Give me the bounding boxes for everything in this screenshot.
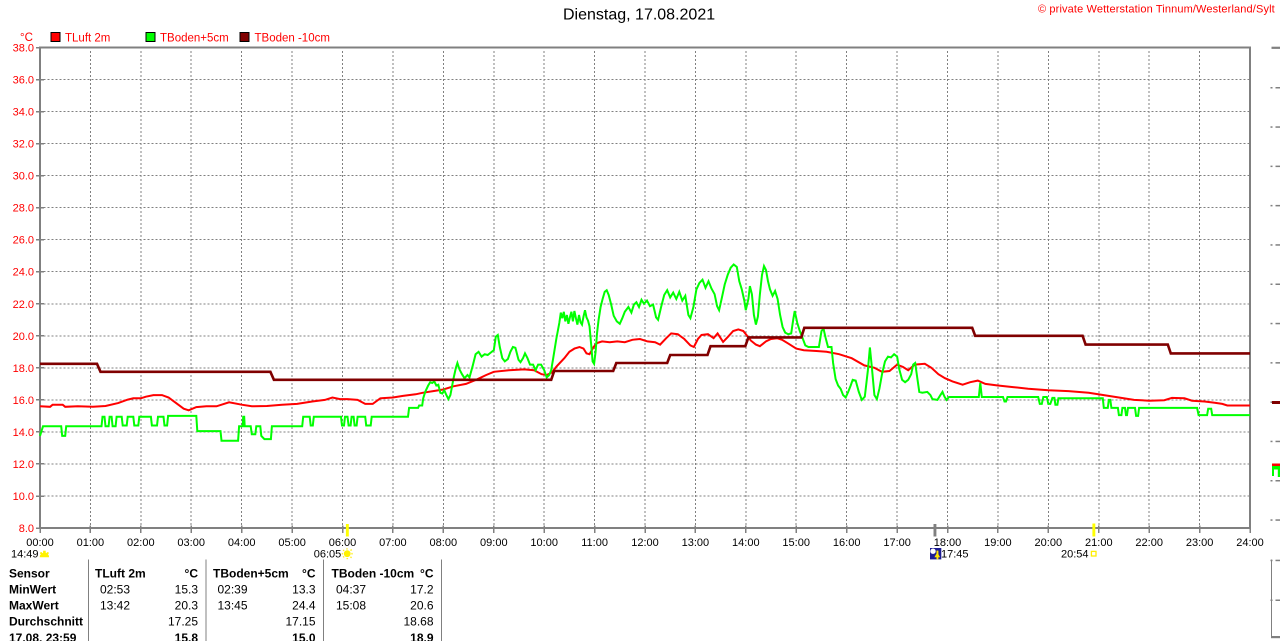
svg-text:20.6: 20.6 — [410, 599, 434, 613]
svg-text:24:00: 24:00 — [1236, 537, 1264, 549]
svg-text:26.0: 26.0 — [13, 235, 34, 247]
svg-text:08:00: 08:00 — [430, 537, 458, 549]
svg-text:22:00: 22:00 — [1135, 537, 1163, 549]
svg-text:02:53: 02:53 — [100, 583, 130, 597]
svg-text:Durchschnitt: Durchschnitt — [9, 615, 83, 629]
svg-text:14:00: 14:00 — [732, 537, 760, 549]
svg-text:36.0: 36.0 — [13, 75, 34, 87]
svg-text:TBoden+5cm: TBoden+5cm — [160, 33, 229, 45]
svg-text:TBoden -10cm: TBoden -10cm — [332, 567, 415, 581]
svg-text:32.0: 32.0 — [13, 139, 34, 151]
svg-text:22.0: 22.0 — [13, 299, 34, 311]
svg-text:17:45: 17:45 — [941, 548, 969, 560]
svg-text:18.68: 18.68 — [403, 615, 433, 629]
svg-text:17.2: 17.2 — [410, 583, 434, 597]
svg-text:06:00: 06:00 — [329, 537, 357, 549]
svg-text:MinWert: MinWert — [9, 583, 56, 597]
svg-text:14.0: 14.0 — [13, 427, 34, 439]
svg-text:02:39: 02:39 — [218, 583, 248, 597]
svg-text:00:00: 00:00 — [26, 537, 54, 549]
svg-text:28.0: 28.0 — [13, 203, 34, 215]
svg-text:30.0: 30.0 — [13, 171, 34, 183]
svg-text:TBoden+5cm: TBoden+5cm — [213, 567, 289, 581]
svg-text:18.0: 18.0 — [13, 363, 34, 375]
svg-text:34.0: 34.0 — [13, 107, 34, 119]
svg-text:TBoden -10cm: TBoden -10cm — [255, 33, 330, 45]
svg-text:°C: °C — [20, 32, 33, 44]
svg-text:12.0: 12.0 — [13, 459, 34, 471]
svg-text:15.8: 15.8 — [175, 631, 199, 641]
svg-text:09:00: 09:00 — [480, 537, 508, 549]
svg-text:10.0: 10.0 — [13, 491, 34, 503]
svg-text:20:54: 20:54 — [1061, 548, 1089, 560]
svg-text:16:00: 16:00 — [833, 537, 861, 549]
svg-text:23:00: 23:00 — [1186, 537, 1214, 549]
svg-text:© private Wetterstation Tinnum: © private Wetterstation Tinnum/Westerlan… — [1038, 4, 1275, 16]
svg-text:20:00: 20:00 — [1035, 537, 1063, 549]
svg-text:°C: °C — [185, 567, 199, 581]
svg-text:15:08: 15:08 — [336, 599, 366, 613]
svg-text:10:00: 10:00 — [530, 537, 558, 549]
svg-text:24.4: 24.4 — [292, 599, 316, 613]
svg-text:18:00: 18:00 — [934, 537, 962, 549]
svg-text:Sensor: Sensor — [9, 567, 50, 581]
svg-text:15.3: 15.3 — [175, 583, 199, 597]
svg-text:°C: °C — [302, 567, 316, 581]
svg-text:17:00: 17:00 — [883, 537, 911, 549]
svg-text:17.25: 17.25 — [168, 615, 198, 629]
svg-text:12:00: 12:00 — [631, 537, 659, 549]
svg-text:13:45: 13:45 — [218, 599, 248, 613]
svg-text:13:42: 13:42 — [100, 599, 130, 613]
svg-text:Dienstag, 17.08.2021: Dienstag, 17.08.2021 — [563, 7, 715, 24]
svg-text:15.0: 15.0 — [292, 631, 316, 641]
svg-text:04:00: 04:00 — [228, 537, 256, 549]
svg-text:18.9: 18.9 — [410, 631, 434, 641]
svg-text:TLuft 2m: TLuft 2m — [65, 33, 110, 45]
svg-text:07:00: 07:00 — [379, 537, 407, 549]
svg-text:MaxWert: MaxWert — [9, 599, 59, 613]
svg-text:20.3: 20.3 — [175, 599, 199, 613]
svg-text:38.0: 38.0 — [13, 43, 34, 55]
svg-text:02:00: 02:00 — [127, 537, 155, 549]
svg-text:17.08, 23:59: 17.08, 23:59 — [9, 631, 77, 641]
svg-text:14:49: 14:49 — [11, 548, 39, 560]
svg-text:TLuft 2m: TLuft 2m — [95, 567, 146, 581]
svg-text:04:37: 04:37 — [336, 583, 366, 597]
svg-text:11:00: 11:00 — [581, 537, 608, 549]
svg-text:03:00: 03:00 — [177, 537, 205, 549]
svg-text:06:05: 06:05 — [314, 549, 342, 561]
svg-text:8.0: 8.0 — [19, 523, 34, 535]
svg-text:24.0: 24.0 — [13, 267, 34, 279]
svg-text:13.3: 13.3 — [292, 583, 316, 597]
svg-text:17.15: 17.15 — [285, 615, 315, 629]
svg-text:13:00: 13:00 — [682, 537, 710, 549]
svg-text:°C: °C — [420, 567, 434, 581]
svg-text:01:00: 01:00 — [77, 537, 105, 549]
svg-text:19:00: 19:00 — [984, 537, 1012, 549]
svg-text:15:00: 15:00 — [782, 537, 810, 549]
svg-text:16.0: 16.0 — [13, 395, 34, 407]
svg-text:05:00: 05:00 — [278, 537, 306, 549]
svg-text:20.0: 20.0 — [13, 331, 34, 343]
svg-text:21:00: 21:00 — [1085, 537, 1113, 549]
